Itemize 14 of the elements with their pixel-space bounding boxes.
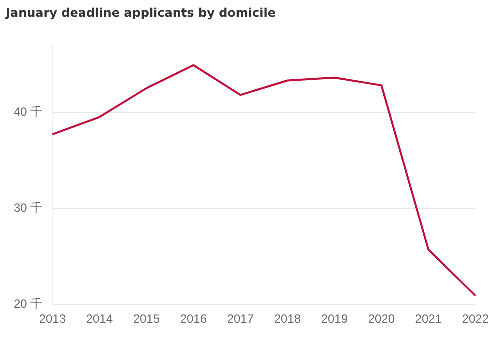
x-tick-label: 2018 (274, 312, 302, 326)
y-tick-label: 40 千 (14, 104, 43, 119)
x-tick-label: 2017 (227, 312, 254, 326)
x-tick-label: 2015 (133, 312, 160, 326)
x-tick-label: 2016 (180, 312, 208, 326)
y-tick-label: 30 千 (14, 200, 43, 215)
x-tick-label: 2021 (415, 312, 442, 326)
x-tick-label: 2019 (321, 312, 348, 326)
y-tick-label: 20 千 (14, 296, 43, 311)
x-tick-label: 2013 (39, 312, 66, 326)
chart-title: January deadline applicants by domicile (6, 6, 276, 20)
x-tick-label: 2020 (368, 312, 396, 326)
x-tick-label: 2014 (86, 312, 114, 326)
x-tick-label: 2022 (462, 312, 490, 326)
